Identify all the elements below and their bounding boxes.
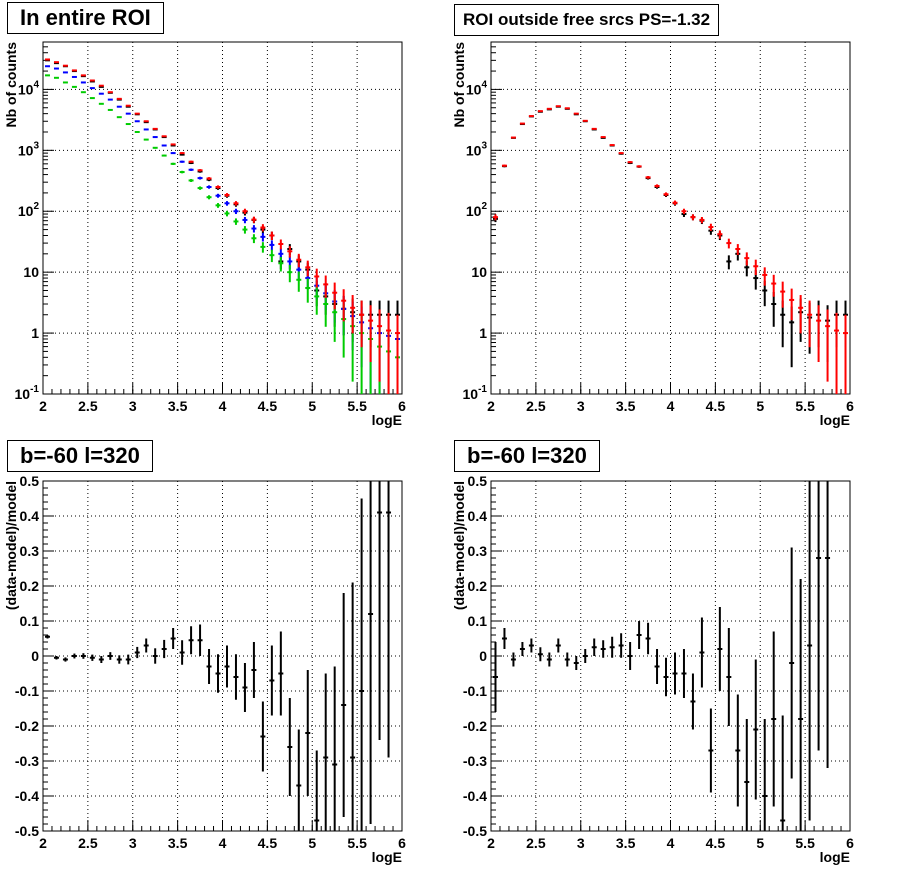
x-tick-label: 4.5 [706, 835, 726, 851]
x-tick-label: 2.5 [78, 398, 98, 414]
x-tick-label: 3.5 [616, 398, 636, 414]
y-tick-label: 104 [466, 79, 488, 97]
x-tick-label: 4.5 [258, 398, 278, 414]
y-tick-label: -0.4 [15, 788, 39, 804]
x-tick-label: 3 [129, 398, 137, 414]
x-tick-label: 3 [577, 398, 585, 414]
y-tick-label: 1 [479, 325, 487, 341]
y-tick-label: -0.4 [463, 788, 487, 804]
x-tick-label: 5.5 [347, 835, 367, 851]
y-tick-label: 0.4 [468, 508, 488, 524]
y-tick-label: 10 [471, 264, 487, 280]
y-tick-label: -0.5 [463, 823, 487, 839]
x-tick-label: 4.5 [706, 398, 726, 414]
x-tick-label: 3.5 [616, 835, 636, 851]
y-tick-label: 102 [18, 201, 40, 219]
y-tick-label: 1 [31, 325, 39, 341]
panel-2-title: ROI outside free srcs PS=-1.32 [454, 4, 720, 36]
x-tick-label: 6 [846, 398, 854, 414]
y-tick-label: -0.2 [15, 718, 39, 734]
x-tick-label: 5.5 [795, 398, 815, 414]
x-tick-label: 4 [667, 835, 675, 851]
y-tick-label: 0.5 [468, 473, 488, 489]
x-tick-label: 4 [667, 398, 675, 414]
series-2 [493, 105, 848, 394]
y-tick-label: -0.1 [15, 683, 39, 699]
panel-4: 2 2.5 3 3.5 4 4.5 5 5.5 6 -0.5 -0.4 -0.3 -0.2 -0.1 0 0.… [451, 473, 854, 865]
y-tick-label: -0.1 [463, 683, 487, 699]
x-tick-label: 2.5 [526, 835, 546, 851]
y-axis-label: (data-model)/model [451, 481, 467, 610]
y-axis-label: Nb of counts [3, 42, 19, 128]
x-tick-label: 6 [846, 835, 854, 851]
x-tick-label: 2 [39, 835, 47, 851]
x-tick-label: 5 [756, 835, 764, 851]
panel-3-title: b=-60 l=320 [7, 440, 153, 472]
y-tick-label: 0.3 [468, 543, 488, 559]
series-4 [45, 58, 400, 394]
x-tick-label: 2 [39, 398, 47, 414]
x-tick-label: 2 [487, 398, 495, 414]
panel-3: 2 2.5 3 3.5 4 4.5 5 5.5 6 -0.5 -0.4 -0.3 -0.2 -0.1 0 0.… [3, 473, 406, 865]
y-tick-label: 10 [23, 264, 39, 280]
y-tick-label: 103 [18, 140, 40, 158]
x-tick-label: 5.5 [347, 398, 367, 414]
y-tick-label: -0.3 [15, 753, 39, 769]
series-1 [493, 105, 848, 368]
y-tick-label: 0.4 [20, 508, 40, 524]
x-axis-label: logE [372, 849, 402, 865]
y-tick-label: 0.2 [20, 578, 40, 594]
series-1 [45, 481, 392, 831]
y-tick-label: 0 [479, 648, 487, 664]
x-tick-label: 3 [129, 835, 137, 851]
y-tick-label: -0.5 [15, 823, 39, 839]
panel-2: 2 2.5 3 3.5 4 4.5 5 5.5 6 10-1 1 10 102 103 104 logE Nb … [451, 41, 854, 428]
x-tick-label: 4.5 [258, 835, 278, 851]
x-tick-label: 5.5 [795, 835, 815, 851]
x-tick-label: 4 [219, 398, 227, 414]
y-tick-label: 102 [466, 201, 488, 219]
x-tick-label: 3 [577, 835, 585, 851]
x-tick-label: 6 [398, 398, 406, 414]
y-tick-label: 103 [466, 140, 488, 158]
x-tick-label: 5 [308, 398, 316, 414]
x-tick-label: 4 [219, 835, 227, 851]
y-tick-label: 0.5 [20, 473, 40, 489]
x-tick-label: 5 [308, 835, 316, 851]
x-axis-label: logE [820, 849, 850, 865]
panel-4-title: b=-60 l=320 [454, 440, 600, 472]
y-tick-label: 0.2 [468, 578, 488, 594]
panel-1: 2 2.5 3 3.5 4 4.5 5 5.5 6 10-1 1 10 102 103 104 logE Nb … [3, 41, 406, 428]
y-tick-label: -0.3 [463, 753, 487, 769]
y-tick-label: 0.3 [20, 543, 40, 559]
x-tick-label: 2.5 [78, 835, 98, 851]
y-tick-label: 0.1 [468, 613, 488, 629]
y-tick-label: -0.2 [463, 718, 487, 734]
x-axis-label: logE [372, 412, 402, 428]
series-1 [493, 481, 831, 831]
y-axis-label: Nb of counts [451, 42, 467, 128]
x-tick-label: 6 [398, 835, 406, 851]
y-tick-label: 0.1 [20, 613, 40, 629]
x-tick-label: 2.5 [526, 398, 546, 414]
y-axis-label: (data-model)/model [3, 481, 19, 610]
panel-1-title: In entire ROI [7, 2, 164, 34]
x-tick-label: 2 [487, 835, 495, 851]
x-tick-label: 3.5 [168, 398, 188, 414]
y-tick-label: 0 [31, 648, 39, 664]
x-tick-label: 3.5 [168, 835, 188, 851]
y-tick-label: 104 [18, 79, 40, 97]
y-tick-label: 10-1 [15, 384, 40, 402]
y-tick-label: 10-1 [463, 384, 488, 402]
x-tick-label: 5 [756, 398, 764, 414]
x-axis-label: logE [820, 412, 850, 428]
